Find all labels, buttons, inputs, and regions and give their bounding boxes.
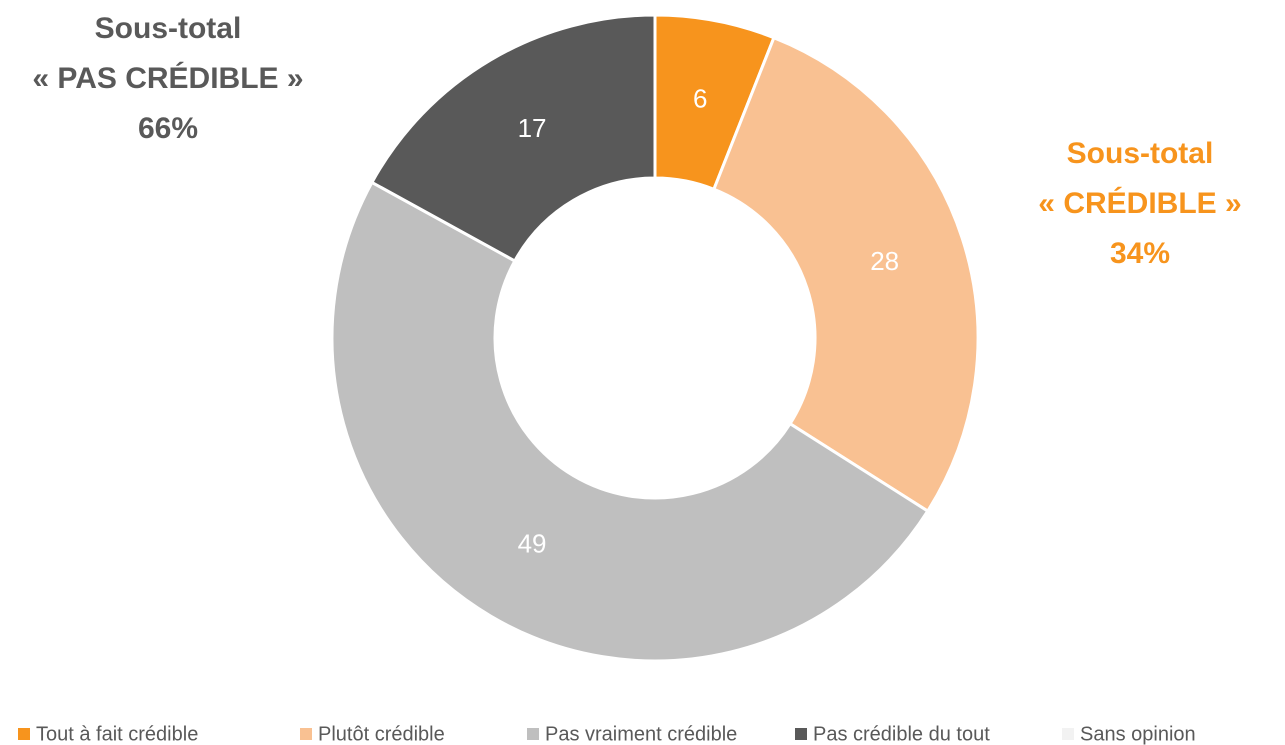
legend-label: Pas crédible du tout <box>813 723 990 745</box>
legend-swatch <box>1062 728 1074 740</box>
legend-swatch <box>795 728 807 740</box>
legend-swatch <box>300 728 312 740</box>
donut-slice <box>369 13 657 263</box>
data-label: 28 <box>870 246 899 276</box>
legend-label: Tout à fait crédible <box>36 723 198 745</box>
data-label: 49 <box>518 529 547 559</box>
data-label: 17 <box>518 113 547 143</box>
legend-label: Sans opinion <box>1080 723 1196 745</box>
donut-slice <box>711 35 980 514</box>
annotation: « PAS CRÉDIBLE » <box>32 61 303 95</box>
annotation: 66% <box>138 112 198 145</box>
legend-label: Plutôt crédible <box>318 723 445 745</box>
annotation: « CRÉDIBLE » <box>1038 186 1241 220</box>
annotation: Sous-total <box>95 12 242 45</box>
legend-label: Pas vraiment crédible <box>545 723 737 745</box>
data-label: 6 <box>693 84 707 114</box>
annotation: Sous-total <box>1067 137 1214 170</box>
donut-slice <box>330 180 930 663</box>
legend-swatch <box>18 728 30 740</box>
legend-swatch <box>527 728 539 740</box>
annotation: 34% <box>1110 237 1170 270</box>
